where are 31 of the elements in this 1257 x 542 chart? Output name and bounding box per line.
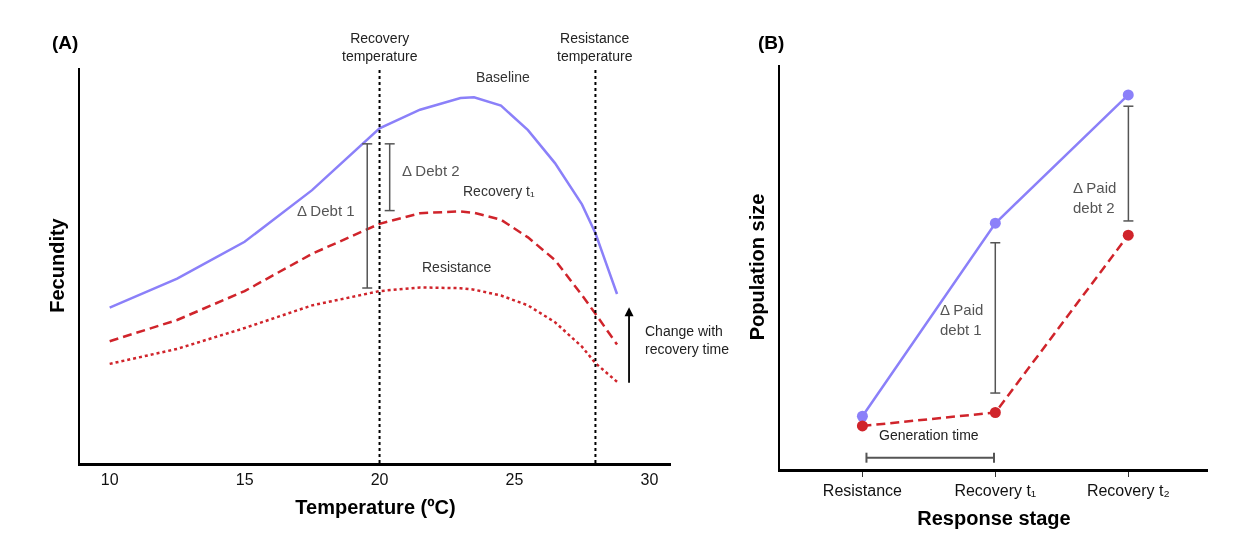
series-label: Baseline [476, 69, 530, 85]
series-label: Recovery t₁ [463, 183, 535, 199]
x-tick-label: 10 [100, 470, 119, 488]
annotation: Generation time [879, 427, 979, 443]
y-axis-title: Population size [745, 193, 768, 341]
series-label: Resistance [422, 259, 492, 275]
x-tick-label: Resistance [822, 481, 903, 499]
ref-line-label: Resistance temperature [557, 30, 633, 65]
point [1122, 229, 1134, 241]
annotation: Δ Debt 1 [297, 202, 355, 219]
ref-line-label: Recovery temperature [342, 30, 418, 65]
point [856, 410, 868, 422]
y-axis-title: Fecundity [45, 217, 68, 313]
x-axis-title: Response stage [917, 507, 1071, 530]
annotation: Δ Debt 2 [402, 162, 460, 179]
chart-title: (A) [52, 31, 79, 53]
x-tick-label: 20 [370, 470, 389, 488]
point [856, 420, 868, 432]
point [1122, 89, 1134, 101]
annotation: Δ Paid debt 2 [1073, 179, 1117, 216]
x-tick-label: 30 [640, 470, 659, 488]
annotation: Change with recovery time [645, 323, 730, 358]
annotation: Δ Paid debt 1 [940, 301, 984, 338]
x-tick-label: 25 [505, 470, 524, 488]
x-tick-label: Recovery t₂ [1086, 481, 1170, 499]
x-tick-label: 15 [235, 470, 254, 488]
point [989, 217, 1001, 229]
point [989, 407, 1001, 419]
x-tick-label: Recovery t₁ [954, 481, 1037, 499]
x-axis-title: Temperature (ºC) [295, 496, 456, 519]
chart-title: (B) [758, 31, 785, 53]
